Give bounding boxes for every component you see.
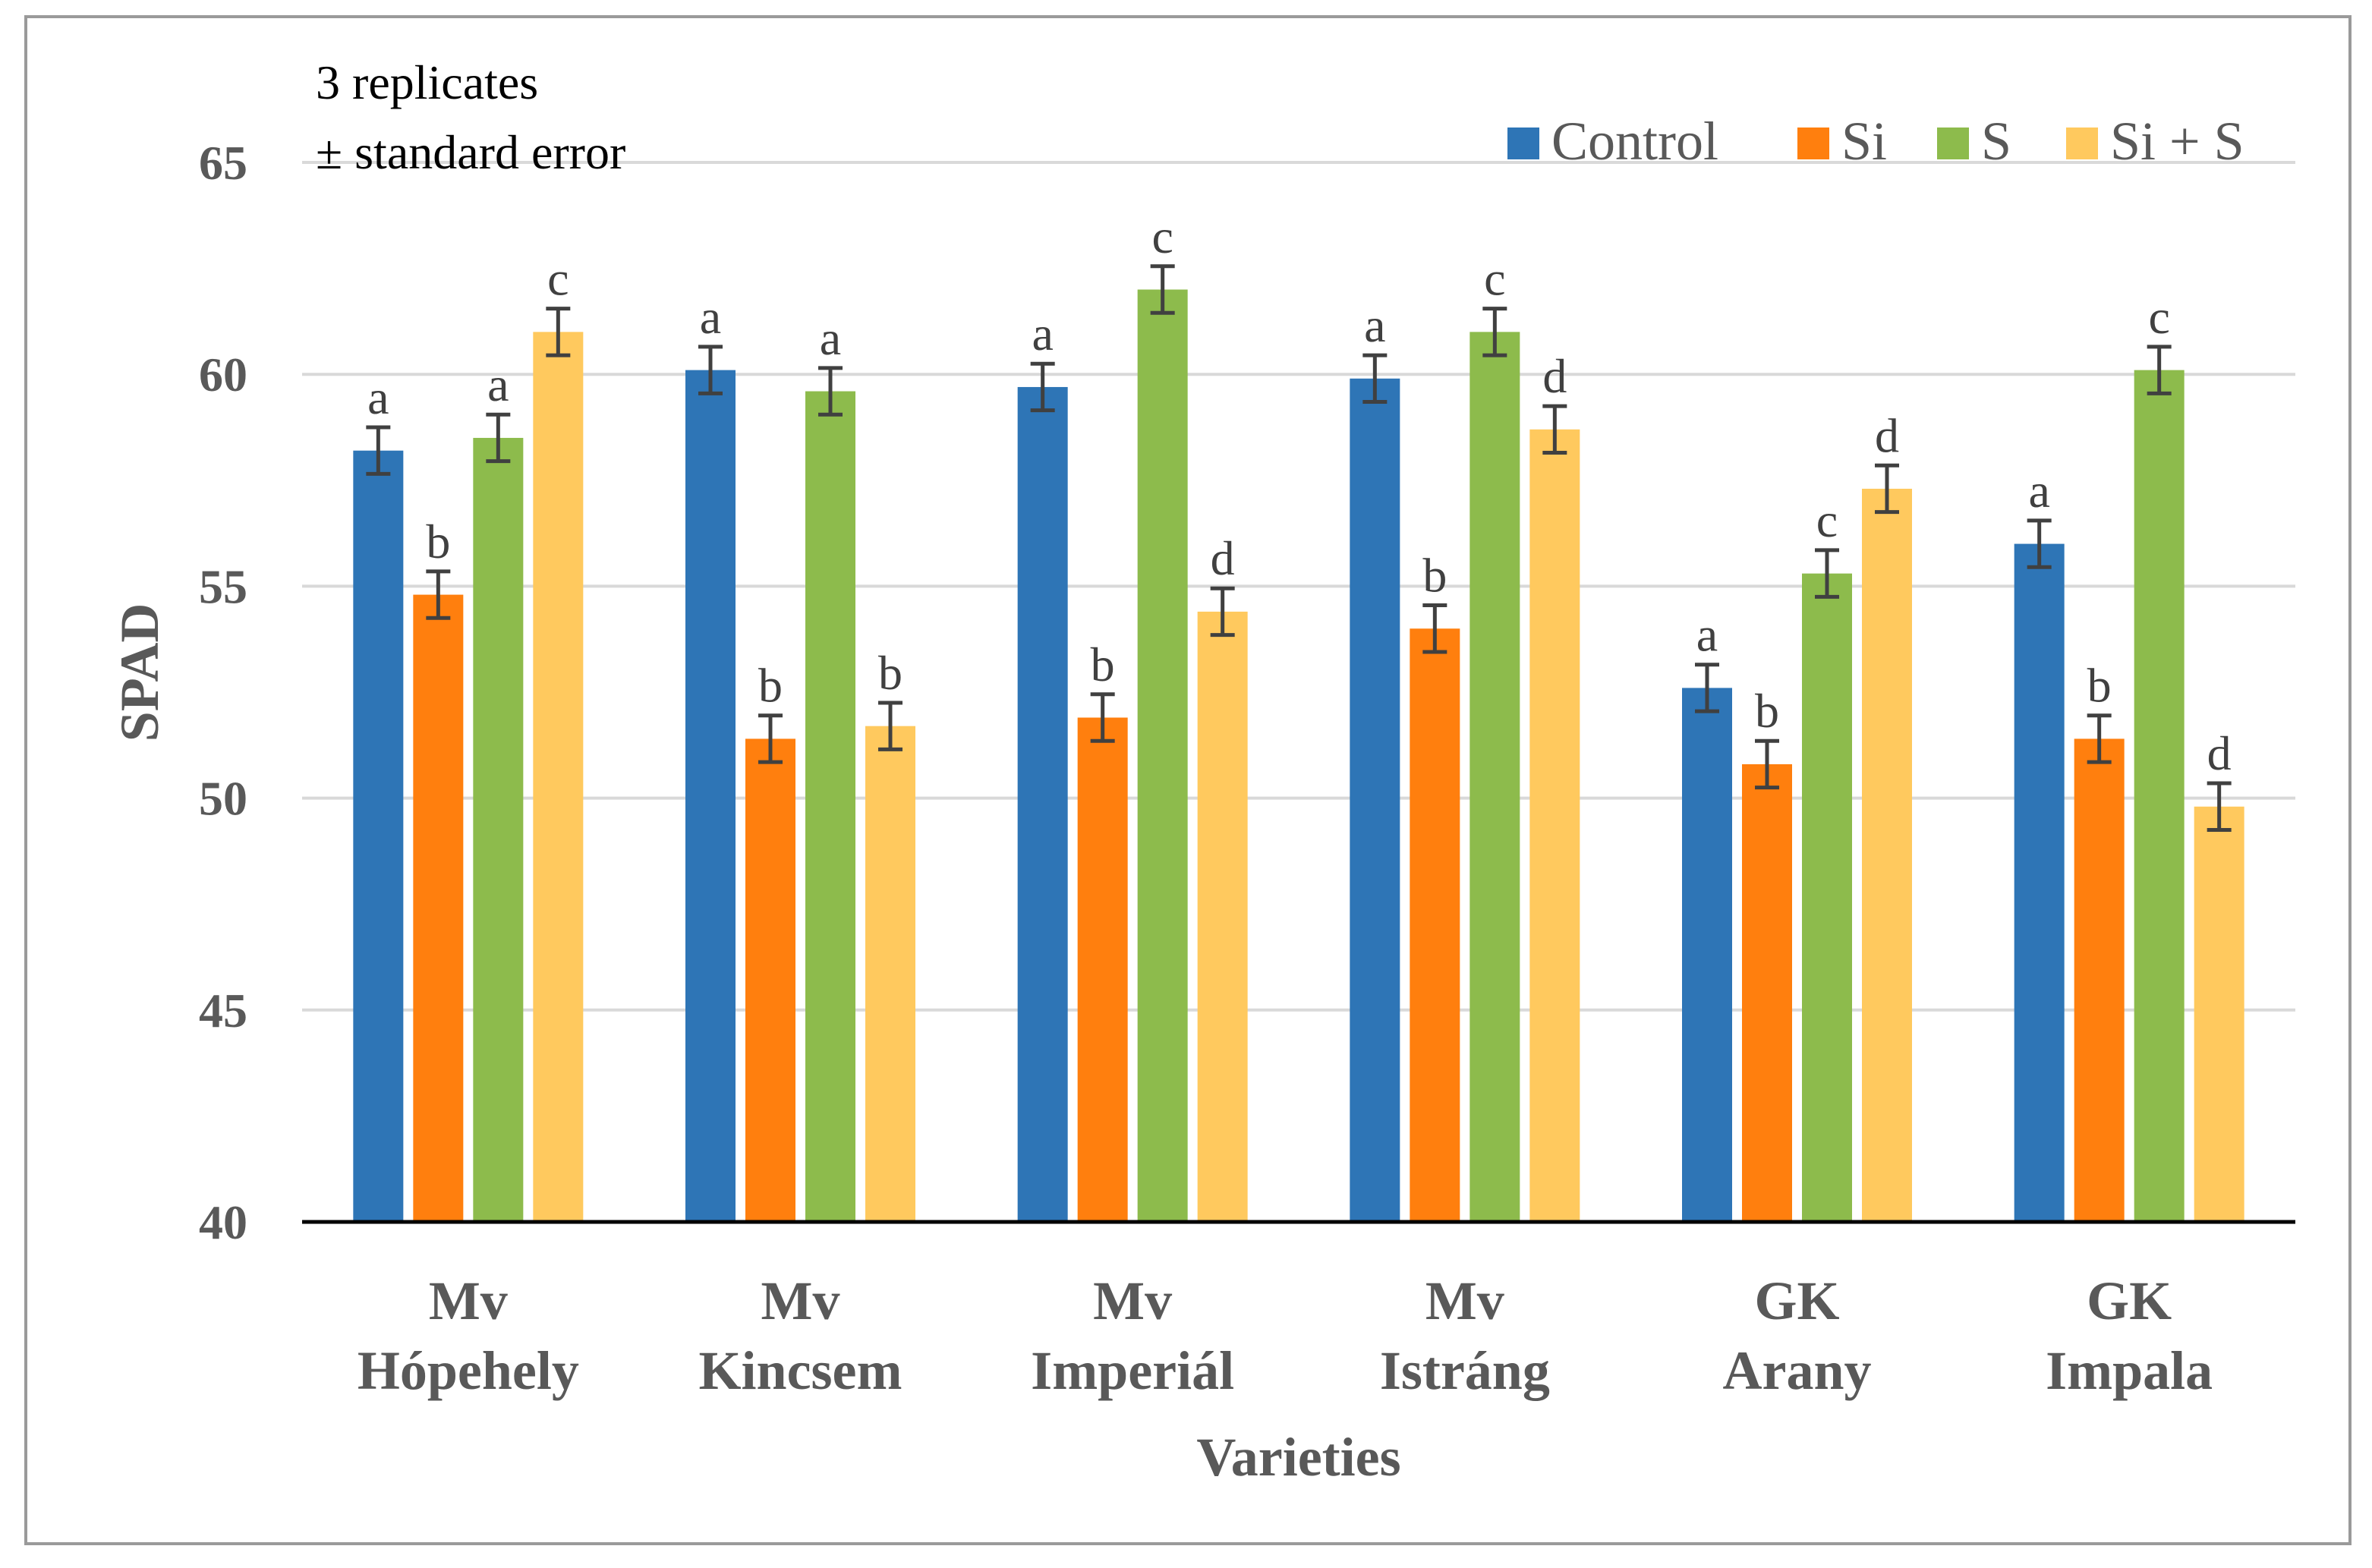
significance-letter: c — [1816, 493, 1838, 547]
significance-letter: c — [547, 252, 569, 306]
bar-sis-1 — [865, 726, 915, 1222]
significance-letter: b — [1755, 684, 1779, 738]
bar-si-4 — [1742, 764, 1792, 1222]
bar-s-1 — [805, 391, 855, 1222]
significance-letter: c — [1151, 209, 1173, 263]
y-axis-title: SPAD — [109, 603, 170, 742]
bar-control-3 — [1350, 378, 1400, 1223]
bar-s-2 — [1137, 289, 1188, 1222]
significance-letter: b — [1091, 638, 1115, 691]
legend-label-sis: Si + S — [2110, 111, 2244, 172]
significance-letter: d — [1875, 408, 1899, 462]
bar-s-5 — [2134, 370, 2185, 1223]
y-tick-label: 50 — [199, 772, 247, 826]
spad-bar-chart: 404550556065abacMvHópehelyababMvKincsema… — [109, 55, 2295, 1488]
legend-swatch-si — [1797, 128, 1829, 159]
legend-label-control: Control — [1551, 111, 1718, 172]
x-axis-title: Varieties — [1196, 1427, 1400, 1488]
bar-sis-3 — [1529, 429, 1580, 1222]
x-tick-label-line1: Mv — [761, 1270, 840, 1331]
x-tick-label-line1: Mv — [429, 1270, 508, 1331]
x-tick-label-line1: GK — [2087, 1270, 2172, 1331]
significance-letter: b — [1422, 549, 1447, 603]
significance-letter: a — [2028, 464, 2049, 518]
bar-s-4 — [1802, 573, 1852, 1222]
significance-letter: b — [426, 515, 450, 568]
bar-control-1 — [685, 370, 736, 1223]
y-tick-label: 60 — [199, 348, 247, 401]
significance-letter: a — [700, 290, 721, 344]
significance-letter: d — [2207, 726, 2232, 780]
bar-control-4 — [1682, 688, 1732, 1222]
y-tick-label: 55 — [199, 559, 247, 613]
annotation-line2: ± standard error — [316, 125, 625, 179]
annotation-line1: 3 replicates — [316, 55, 538, 109]
significance-letter: b — [758, 659, 783, 713]
x-tick-label-line2: Kincsem — [699, 1340, 902, 1401]
x-tick-label-line2: Impala — [2046, 1340, 2213, 1401]
bar-si-2 — [1077, 717, 1128, 1222]
y-tick-label: 65 — [199, 136, 247, 190]
significance-letter: a — [1364, 298, 1385, 352]
x-tick-label-line2: Hópehely — [358, 1340, 579, 1401]
significance-letter: a — [367, 370, 389, 424]
significance-letter: a — [820, 311, 841, 365]
y-tick-label: 40 — [199, 1195, 247, 1249]
x-tick-label-line2: Imperiál — [1031, 1340, 1234, 1401]
bar-sis-2 — [1197, 611, 1248, 1222]
bar-sis-5 — [2194, 806, 2244, 1222]
bar-si-5 — [2074, 738, 2125, 1222]
x-tick-label-line2: Istráng — [1380, 1340, 1550, 1401]
significance-letter: d — [1211, 531, 1235, 585]
significance-letter: b — [2087, 659, 2112, 713]
bar-s-3 — [1470, 332, 1520, 1222]
bar-control-2 — [1017, 386, 1068, 1222]
legend-label-s: S — [1981, 111, 2011, 172]
bar-si-0 — [413, 594, 464, 1222]
significance-letter: c — [1484, 252, 1505, 306]
y-tick-label: 45 — [199, 984, 247, 1037]
significance-letter: c — [2148, 290, 2169, 344]
x-tick-label-line1: Mv — [1093, 1270, 1172, 1331]
bar-s-0 — [473, 437, 524, 1223]
bar-si-3 — [1410, 628, 1460, 1222]
bar-control-5 — [2014, 543, 2065, 1222]
significance-letter: a — [1032, 307, 1053, 361]
chart-frame: 40 45 50 55 60 65 a b a c Mv Hópehely a b a b Mv Kincsem a… — [24, 15, 2352, 1545]
bar-sis-0 — [533, 332, 584, 1222]
x-tick-label-line1: GK — [1754, 1270, 1839, 1331]
significance-letter: a — [1696, 608, 1718, 662]
legend-swatch-sis — [2066, 128, 2098, 159]
bar-sis-4 — [1862, 488, 1912, 1222]
legend-swatch-s — [1937, 128, 1969, 159]
legend-swatch-control — [1507, 128, 1539, 159]
significance-letter: a — [487, 357, 509, 411]
x-tick-label-line1: Mv — [1425, 1270, 1504, 1331]
bar-control-0 — [353, 450, 404, 1222]
legend-label-si: Si — [1841, 111, 1887, 172]
x-tick-label-line2: Arany — [1723, 1340, 1872, 1401]
significance-letter: b — [878, 646, 902, 700]
bar-si-1 — [745, 738, 795, 1222]
significance-letter: d — [1542, 349, 1567, 403]
